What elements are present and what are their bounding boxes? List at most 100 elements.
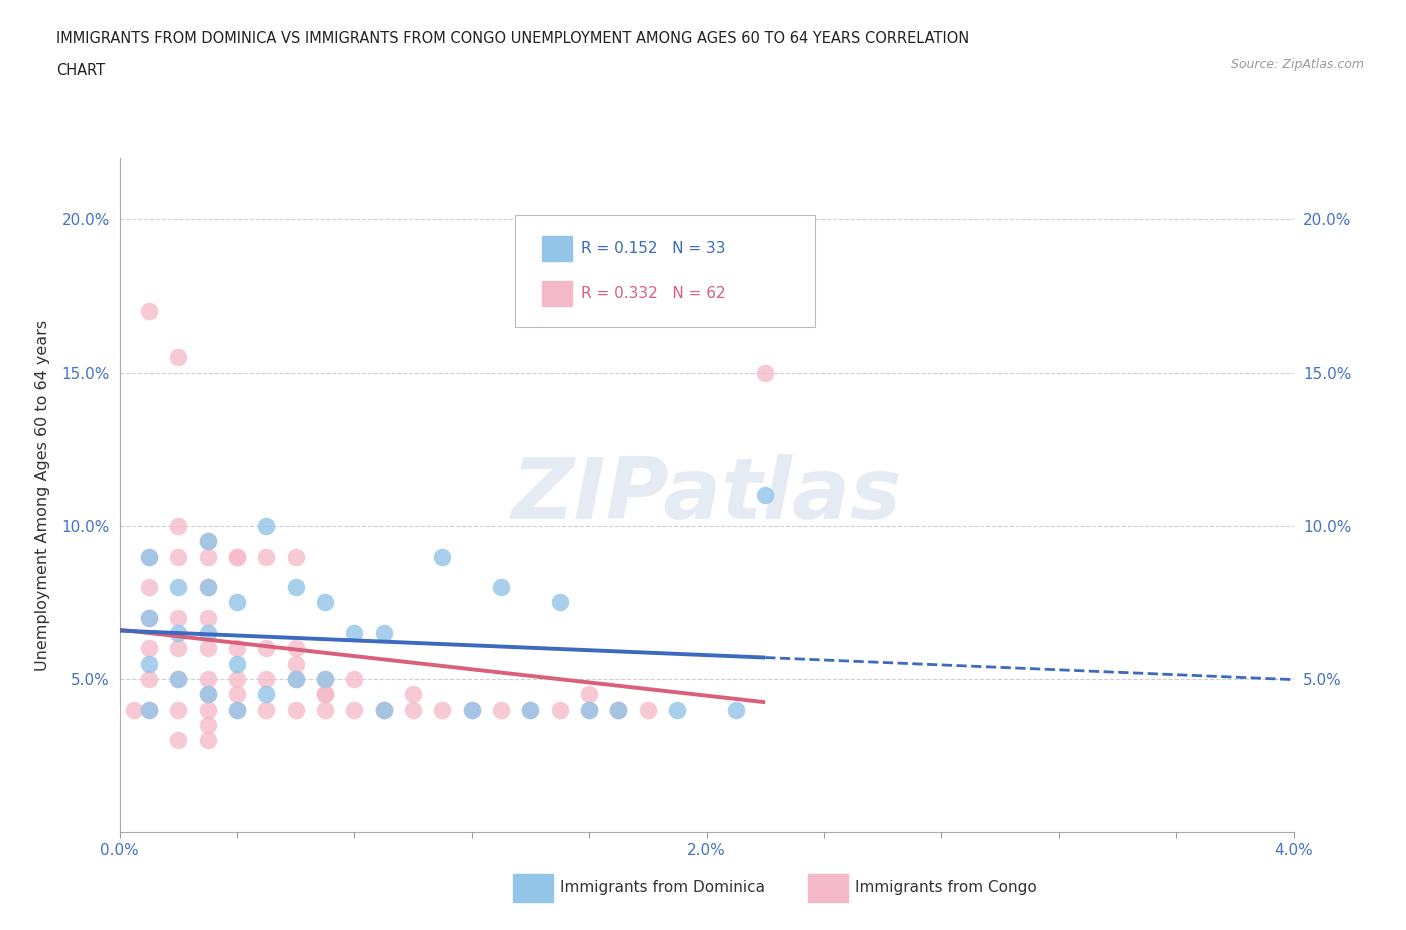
Text: Immigrants from Dominica: Immigrants from Dominica xyxy=(560,880,765,895)
Point xyxy=(754,365,776,380)
Point xyxy=(138,671,160,686)
Point xyxy=(284,657,307,671)
Point xyxy=(314,595,336,610)
Point xyxy=(197,687,219,702)
Point xyxy=(343,702,366,717)
Point xyxy=(254,641,277,656)
Point xyxy=(167,702,190,717)
Point xyxy=(225,549,249,564)
Point xyxy=(284,671,307,686)
Point xyxy=(637,702,659,717)
Point xyxy=(314,687,336,702)
Point xyxy=(197,579,219,594)
Point xyxy=(461,702,484,717)
Point xyxy=(197,534,219,549)
Point xyxy=(167,626,190,641)
Point xyxy=(225,702,249,717)
Point xyxy=(607,702,630,717)
Point xyxy=(167,518,190,533)
Point xyxy=(254,549,277,564)
Text: R = 0.332   N = 62: R = 0.332 N = 62 xyxy=(581,286,725,301)
Point xyxy=(167,733,190,748)
Point xyxy=(197,534,219,549)
Point xyxy=(138,657,160,671)
Point xyxy=(489,702,512,717)
Text: IMMIGRANTS FROM DOMINICA VS IMMIGRANTS FROM CONGO UNEMPLOYMENT AMONG AGES 60 TO : IMMIGRANTS FROM DOMINICA VS IMMIGRANTS F… xyxy=(56,31,970,46)
Point xyxy=(167,350,190,365)
Point xyxy=(197,626,219,641)
Point xyxy=(754,488,776,503)
Point xyxy=(197,718,219,733)
Point xyxy=(461,702,484,717)
Point xyxy=(724,702,747,717)
Point xyxy=(138,549,160,564)
Text: R = 0.152   N = 33: R = 0.152 N = 33 xyxy=(581,241,725,256)
Point xyxy=(373,702,395,717)
Point xyxy=(197,579,219,594)
Point xyxy=(167,671,190,686)
Text: Source: ZipAtlas.com: Source: ZipAtlas.com xyxy=(1230,58,1364,71)
Point xyxy=(284,549,307,564)
Point xyxy=(138,579,160,594)
Point xyxy=(254,518,277,533)
Y-axis label: Unemployment Among Ages 60 to 64 years: Unemployment Among Ages 60 to 64 years xyxy=(35,320,51,671)
Point xyxy=(138,610,160,625)
Point xyxy=(343,626,366,641)
Point xyxy=(225,641,249,656)
Point xyxy=(402,687,425,702)
Point xyxy=(225,549,249,564)
Point xyxy=(284,641,307,656)
Point xyxy=(314,671,336,686)
Point xyxy=(373,626,395,641)
Point xyxy=(197,733,219,748)
Bar xyxy=(543,281,571,307)
Bar xyxy=(543,235,571,261)
Point xyxy=(138,641,160,656)
Point xyxy=(519,702,541,717)
Point xyxy=(607,702,630,717)
Point xyxy=(138,702,160,717)
Point xyxy=(519,702,541,717)
Text: CHART: CHART xyxy=(56,63,105,78)
Point xyxy=(314,687,336,702)
Point xyxy=(167,641,190,656)
Point xyxy=(578,702,600,717)
Point xyxy=(197,610,219,625)
Point xyxy=(138,702,160,717)
Point xyxy=(225,702,249,717)
Point xyxy=(489,579,512,594)
Point xyxy=(666,702,689,717)
Point xyxy=(197,671,219,686)
Point xyxy=(343,671,366,686)
Point xyxy=(284,671,307,686)
Point xyxy=(167,579,190,594)
Point xyxy=(432,702,454,717)
Point xyxy=(225,657,249,671)
Point xyxy=(578,687,600,702)
Point xyxy=(314,671,336,686)
Text: Immigrants from Congo: Immigrants from Congo xyxy=(855,880,1036,895)
Point xyxy=(432,549,454,564)
Point xyxy=(122,702,145,717)
Point xyxy=(197,549,219,564)
Point xyxy=(284,579,307,594)
Point xyxy=(197,702,219,717)
Point xyxy=(254,671,277,686)
Point xyxy=(578,702,600,717)
Point xyxy=(167,549,190,564)
Point xyxy=(548,595,571,610)
Point xyxy=(373,702,395,717)
Point xyxy=(138,549,160,564)
FancyBboxPatch shape xyxy=(515,216,814,326)
Point xyxy=(225,671,249,686)
Point xyxy=(402,702,425,717)
Point xyxy=(548,702,571,717)
Point xyxy=(225,687,249,702)
Point xyxy=(138,610,160,625)
Point xyxy=(314,702,336,717)
Point xyxy=(254,687,277,702)
Point xyxy=(373,702,395,717)
Point xyxy=(167,610,190,625)
Point xyxy=(607,702,630,717)
Point xyxy=(254,702,277,717)
